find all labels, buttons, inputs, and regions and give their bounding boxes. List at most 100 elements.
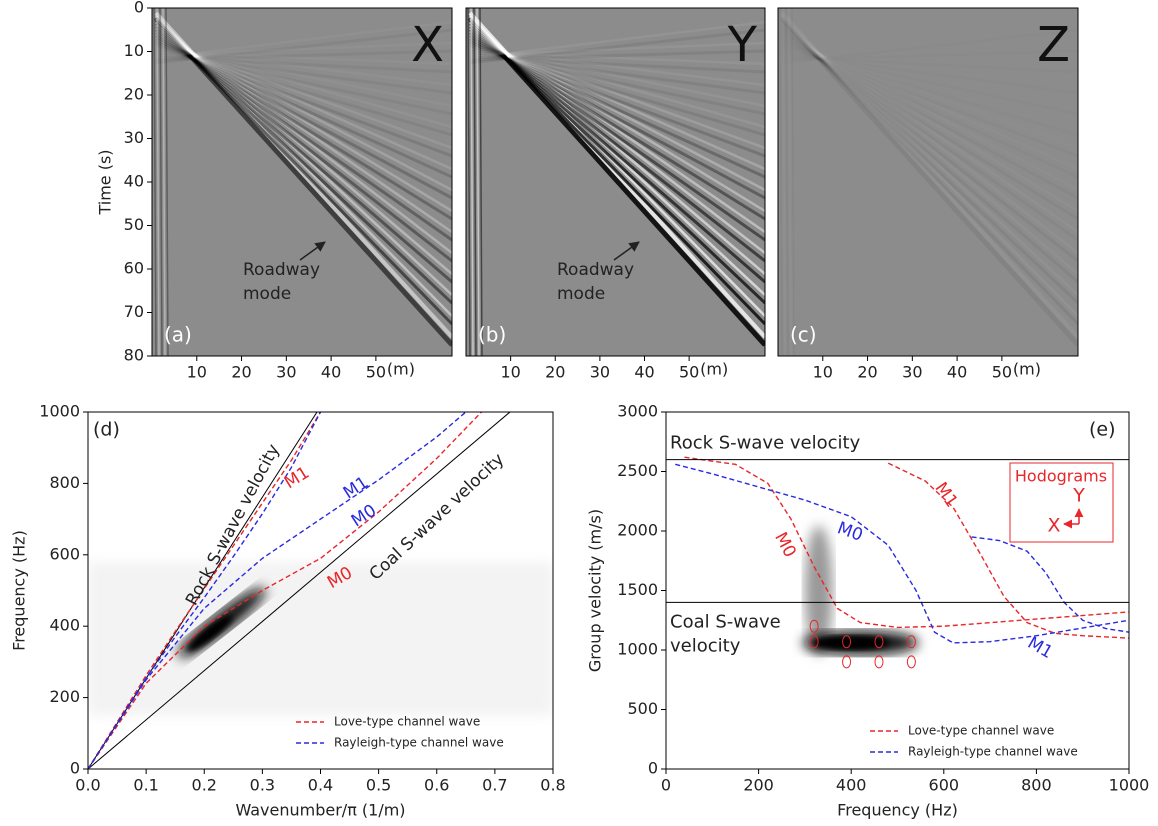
wave-stripe (780, 19, 1078, 326)
energy-core (187, 615, 233, 652)
wave-stripe (469, 26, 765, 234)
y-tick-label: 1500 (617, 580, 658, 599)
y-tick-label: 3000 (617, 402, 658, 421)
x-tick-label: 50 (366, 363, 386, 382)
legend-label: Rayleigh-type channel wave (908, 745, 1078, 759)
dispersion-curve (88, 412, 322, 769)
annotation-arrow (299, 241, 326, 261)
wave-stripe (155, 31, 452, 242)
near-offset-stripe (470, 8, 474, 356)
y-tick-label: 1000 (617, 640, 658, 659)
dispersion-curve (88, 412, 322, 769)
y-tick-label: 50 (124, 215, 144, 234)
wave-stripe (155, 49, 452, 62)
x-tick-label: 0.6 (424, 776, 449, 795)
x-tick-label: 30 (276, 363, 296, 382)
annotation-arrow (613, 241, 640, 261)
y-tick-label: 600 (49, 544, 80, 563)
wave-stripe (469, 43, 765, 158)
x-tick-label: 800 (1021, 776, 1052, 795)
energy-smear (804, 525, 833, 656)
x-tick-label: 40 (947, 363, 967, 382)
y-tick-label: 20 (124, 85, 144, 104)
annotation: mode (243, 284, 291, 304)
panel-background (778, 8, 1078, 356)
near-offset-stripe (159, 8, 163, 356)
wave-stripe (780, 22, 1078, 305)
wave-stripe (155, 18, 452, 296)
near-offset-stripe (162, 8, 166, 356)
x-unit-label: (m) (387, 360, 415, 379)
wave-stripe (155, 32, 452, 192)
x-tick-label: 20 (857, 363, 877, 382)
x-tick-label: 0.8 (540, 776, 565, 795)
plot-area (675, 456, 1129, 669)
x-tick-label: 10 (187, 363, 207, 382)
wave-stripe (155, 55, 452, 74)
plot-area (88, 412, 553, 769)
near-offset-stripe (467, 8, 471, 356)
dispersion-curve (88, 412, 467, 769)
wave-stripe (469, 49, 765, 62)
dispersion-curve (971, 536, 1129, 633)
wave-stripe (155, 29, 452, 213)
x-tick-label: 0.4 (308, 776, 333, 795)
wave-stripe (155, 26, 452, 234)
wave-stripe (155, 38, 452, 150)
y-tick-label: 30 (124, 128, 144, 147)
panel-label: (b) (478, 323, 506, 347)
wave-stripe (155, 52, 452, 95)
inset-axis-label: X (1047, 515, 1060, 537)
x-tick-label: 20 (231, 363, 251, 382)
wave-stripe (469, 52, 765, 95)
reference-line (88, 412, 511, 769)
x-unit-label: (m) (1013, 360, 1041, 379)
component-label: X (411, 17, 444, 73)
hodogram (874, 635, 884, 649)
dispersion-curve (684, 456, 1129, 629)
y-tick-label: 0 (70, 759, 80, 778)
hodogram (874, 655, 884, 669)
panel-label: (d) (93, 419, 120, 441)
y-tick-label: 0 (134, 0, 144, 17)
wave-stripe (155, 24, 452, 254)
wave-stripe (469, 41, 765, 129)
wave-stripe (469, 24, 765, 254)
legend-label: Rayleigh-type channel wave (334, 736, 504, 750)
wave-stripe (469, 29, 765, 213)
wave-stripe (469, 35, 765, 171)
faint-background (88, 561, 553, 716)
hodogram (842, 655, 852, 669)
reference-label: velocity (670, 635, 741, 656)
y-axis-label: Frequency (Hz) (10, 530, 29, 651)
hodogram (842, 635, 852, 649)
near-offset-stripe (473, 8, 477, 356)
x-tick-label: 50 (992, 363, 1012, 382)
y-tick-label: 80 (124, 346, 144, 365)
energy-core (813, 635, 890, 650)
wave-stripe (469, 21, 765, 275)
panel-frame (777, 7, 1079, 357)
y-tick-label: 2500 (617, 461, 658, 480)
annotation: Roadway (557, 260, 634, 280)
wave-stripe (155, 21, 452, 275)
wavefield (467, 8, 765, 356)
reference-label: Coal S-wave (670, 611, 781, 632)
y-tick-label: 70 (124, 302, 144, 321)
wave-stripe (469, 50, 765, 66)
wave-stripe (154, 22, 452, 305)
y-tick-label: 2000 (617, 521, 658, 540)
wave-stripe (469, 49, 765, 116)
y-tick-label: 60 (124, 259, 144, 278)
reference-label: Rock S-wave velocity (670, 433, 861, 454)
legend-label: Love-type channel wave (334, 715, 480, 729)
wavefield (153, 8, 452, 356)
hodogram (906, 635, 916, 649)
panel-label: (a) (164, 323, 192, 347)
x-axis-label: Wavenumber/π (1/m) (235, 801, 405, 820)
wave-stripe (469, 20, 765, 60)
wave-stripe (781, 25, 1078, 284)
wave-stripe (154, 19, 452, 326)
x-tick-label: 0.2 (192, 776, 217, 795)
x-tick-label: 0.1 (133, 776, 158, 795)
